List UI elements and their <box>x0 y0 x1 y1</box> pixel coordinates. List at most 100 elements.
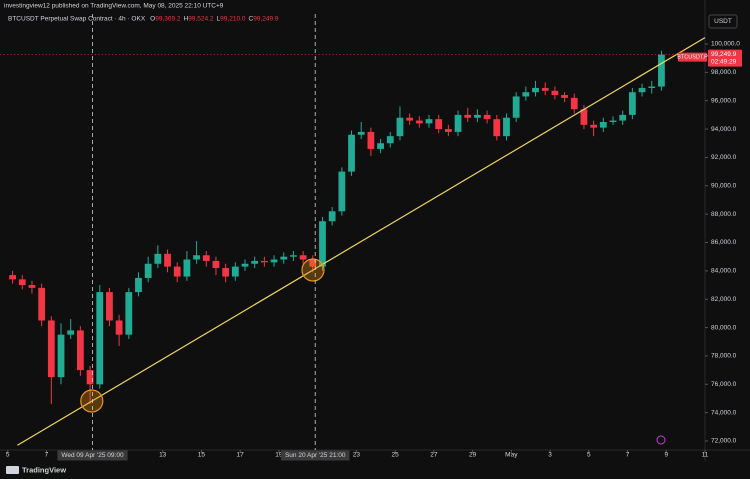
candle-body <box>396 117 404 137</box>
candle-body <box>474 114 481 118</box>
y-tick-label: 96,000.0 <box>711 97 737 104</box>
y-tick-label: 86,000.0 <box>711 239 737 246</box>
y-tick-label: 94,000.0 <box>711 126 737 133</box>
currency-box[interactable] <box>708 14 738 29</box>
candle-body <box>280 256 288 260</box>
ohlc-letter: H <box>184 16 189 23</box>
x-tick-label: 29 <box>469 452 477 459</box>
x-tick-label: 11 <box>702 452 709 459</box>
candle-body <box>38 287 46 321</box>
candle-body <box>348 134 355 172</box>
candle-body <box>76 330 84 371</box>
ohlc-letter: O <box>150 16 155 23</box>
candle-body <box>580 109 588 125</box>
candle-body <box>377 143 384 149</box>
candle-body <box>135 277 142 293</box>
x-tick-label: 13 <box>159 452 167 459</box>
y-tick-label: 76,000.0 <box>711 381 737 388</box>
marker-label-box <box>57 450 128 461</box>
candle-body <box>9 275 16 280</box>
candle-body <box>115 320 123 335</box>
candle-body <box>551 90 559 96</box>
candle-body <box>106 292 113 321</box>
x-tick-label: 5 <box>587 452 591 459</box>
y-tick-label: 92,000.0 <box>711 154 737 161</box>
chart-subtitle: investingview12 published on TradingView… <box>4 3 224 10</box>
symbol-tag-box <box>678 52 707 62</box>
x-tick-label: 17 <box>237 452 245 459</box>
candle-body <box>212 260 220 269</box>
symbol-tag: BTCUSDT.P <box>677 55 708 61</box>
ohlc-value: 99,249.9 <box>253 16 279 23</box>
candle-body <box>561 95 568 98</box>
candle-body <box>541 87 549 91</box>
y-tick-label: 80,000.0 <box>711 324 737 331</box>
marker-label-box <box>280 450 350 461</box>
candle-body <box>454 114 462 132</box>
countdown-label: 02:49:29 <box>711 58 737 65</box>
candle-body <box>67 330 75 335</box>
candle-body <box>319 221 326 267</box>
emoji-icon[interactable] <box>656 435 666 445</box>
candle-body <box>47 320 55 378</box>
candle-body <box>18 279 26 286</box>
candle-body <box>57 334 65 378</box>
marker-label: Sun 20 Apr '25 21:00 <box>285 452 346 459</box>
x-tick-label: May <box>505 452 518 459</box>
candle-body <box>532 87 539 93</box>
y-tick-label: 74,000.0 <box>711 409 737 416</box>
candle-body <box>28 285 36 288</box>
candle-body <box>522 92 530 97</box>
highlight-circle <box>301 258 325 282</box>
x-tick-label: 7 <box>45 452 49 459</box>
candle-body <box>222 268 230 277</box>
candle-body <box>164 253 171 267</box>
candle-body <box>96 292 104 385</box>
candle-body <box>260 260 268 263</box>
candle-body <box>435 119 443 130</box>
trend-line <box>17 37 706 446</box>
candle-body <box>590 124 598 128</box>
candle-body <box>125 292 133 335</box>
y-tick-label: 78,000.0 <box>711 353 737 360</box>
chart-title: BTCUSDT Perpetual Swap Contract · 4h · O… <box>8 16 146 23</box>
candle-body <box>202 255 210 261</box>
y-tick-label: 88,000.0 <box>711 211 737 218</box>
candle-body <box>154 253 162 264</box>
candle-body <box>86 370 94 385</box>
y-tick-label: 84,000.0 <box>711 268 737 275</box>
candle-body <box>648 86 656 88</box>
candle-body <box>638 87 646 93</box>
candle-body <box>357 131 365 135</box>
candle-body <box>173 266 181 277</box>
currency[interactable]: USDT <box>714 18 732 25</box>
candle-body <box>493 119 501 137</box>
candle-body <box>619 114 627 121</box>
logo-mark <box>6 466 19 474</box>
candle-body <box>609 120 617 122</box>
x-tick-label: 9 <box>664 452 668 459</box>
candle-body <box>464 114 472 118</box>
ohlc-value: 99,369.2 <box>155 16 181 23</box>
ohlc-value: 99,210.0 <box>220 16 246 23</box>
candle-body <box>367 131 375 149</box>
candle-body <box>183 259 191 277</box>
y-tick-label: 98,000.0 <box>711 69 737 76</box>
candle-body <box>628 92 636 115</box>
candle-body <box>444 129 452 132</box>
candle-body <box>658 54 665 87</box>
y-tick-label: 100,000.0 <box>711 41 740 48</box>
candle-body <box>406 117 414 121</box>
highlight-circle <box>80 389 104 413</box>
candle-body <box>338 171 346 212</box>
ohlc-value: 99,524.2 <box>188 16 214 23</box>
candle-body <box>386 136 394 144</box>
candle-body <box>241 263 249 267</box>
x-tick-label: 5 <box>6 452 10 459</box>
candle-body <box>193 255 200 260</box>
x-tick-label: 19 <box>275 452 283 459</box>
candle-body <box>512 96 520 118</box>
marker-label: Wed 09 Apr '25 09:00 <box>61 452 124 459</box>
